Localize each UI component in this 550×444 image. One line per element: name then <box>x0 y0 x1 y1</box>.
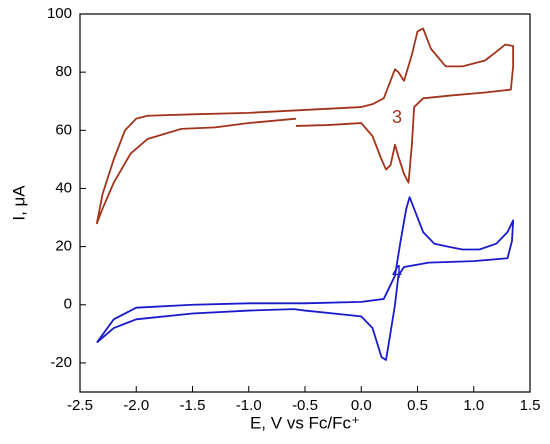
y-tick-label: 20 <box>55 238 72 255</box>
x-tick-label: 1.5 <box>520 397 541 414</box>
y-axis-label: I, μA <box>9 185 28 221</box>
cv-curve <box>96 196 515 361</box>
y-tick-label: 80 <box>55 63 72 80</box>
y-tick-label: -20 <box>50 354 72 371</box>
x-tick-label: 1.0 <box>463 397 484 414</box>
y-tick-label: 60 <box>55 121 72 138</box>
x-tick-label: 0.5 <box>407 397 428 414</box>
x-axis-label: E, V vs Fc/Fc⁺ <box>250 413 360 432</box>
cv-curve <box>95 27 515 225</box>
y-tick-label: 40 <box>55 179 72 196</box>
x-tick-label: -2.0 <box>123 397 149 414</box>
curve-label: 3 <box>392 107 402 127</box>
x-tick-label: -1.5 <box>180 397 206 414</box>
y-tick-label: 100 <box>47 5 72 22</box>
curve-label: 4 <box>392 262 402 282</box>
x-tick-label: 0.0 <box>351 397 372 414</box>
x-tick-label: -1.0 <box>236 397 262 414</box>
plot-frame <box>79 13 531 393</box>
x-tick-label: -0.5 <box>292 397 318 414</box>
x-tick-label: -2.5 <box>67 397 93 414</box>
y-tick-label: 0 <box>64 296 72 313</box>
